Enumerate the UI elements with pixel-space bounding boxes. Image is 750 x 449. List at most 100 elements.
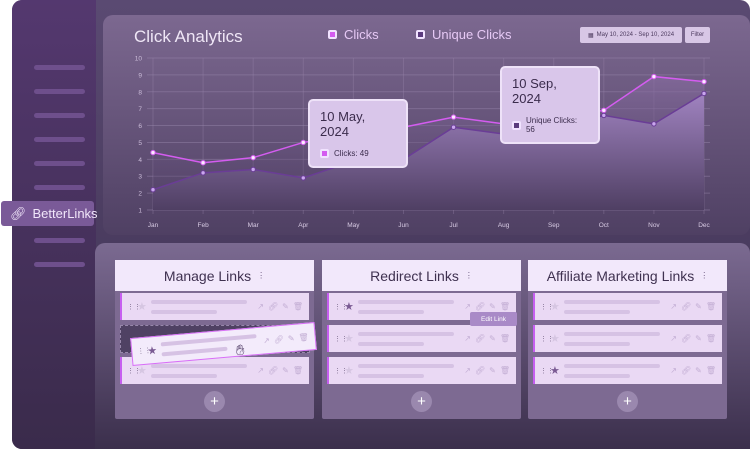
star-icon[interactable]: ★	[344, 333, 354, 345]
edit-icon[interactable]: ✎	[489, 366, 496, 375]
legend-unique-clicks[interactable]: Unique Clicks	[416, 27, 511, 42]
edit-icon[interactable]: ✎	[489, 302, 496, 311]
trash-icon[interactable]: 🗑︎	[292, 366, 303, 375]
external-link-icon[interactable]: ↗	[464, 366, 471, 375]
data-point[interactable]	[250, 154, 256, 161]
swatch	[512, 120, 521, 130]
star-icon[interactable]: ★	[344, 301, 354, 313]
copy-link-icon[interactable]: 🔗︎	[474, 366, 486, 375]
copy-link-icon[interactable]: 🔗︎	[680, 334, 692, 343]
star-icon[interactable]: ★	[550, 301, 560, 313]
sidebar-item[interactable]	[34, 238, 85, 243]
add-link-button[interactable]: +	[617, 391, 638, 412]
external-link-icon[interactable]: ↗	[257, 366, 264, 375]
sidebar-item[interactable]	[34, 161, 85, 166]
copy-link-icon[interactable]: 🔗︎	[474, 334, 486, 343]
data-point[interactable]	[300, 139, 306, 146]
trash-icon[interactable]: 🗑︎	[292, 302, 303, 311]
data-point[interactable]	[601, 112, 607, 119]
copy-link-icon[interactable]: 🔗︎	[680, 302, 692, 311]
data-point[interactable]	[651, 73, 657, 80]
copy-link-icon[interactable]: 🔗︎	[267, 366, 279, 375]
data-point[interactable]	[150, 149, 156, 156]
link-card[interactable]: ⋮⋮ ★ ↗ 🔗︎ ✎ 🗑︎	[533, 357, 722, 384]
y-tick-label: 3	[138, 174, 142, 181]
data-point[interactable]	[450, 124, 457, 130]
external-link-icon[interactable]: ↗	[257, 302, 264, 311]
edit-icon[interactable]: ✎	[695, 334, 702, 343]
copy-link-icon[interactable]: 🔗︎	[273, 334, 285, 345]
sidebar-item[interactable]	[34, 89, 85, 94]
data-point[interactable]	[250, 166, 256, 173]
copy-link-icon[interactable]: 🔗︎	[474, 302, 486, 311]
link-card[interactable]: ⋮⋮ ★ ↗ 🔗︎ ✎ 🗑︎	[533, 325, 722, 352]
data-point[interactable]	[150, 187, 156, 193]
drag-handle-icon[interactable]: ⋮⋮	[540, 303, 554, 311]
drag-handle-icon[interactable]: ⋮⋮	[127, 303, 141, 311]
edit-icon[interactable]: ✎	[489, 334, 496, 343]
sidebar-item[interactable]	[34, 113, 85, 118]
edit-icon[interactable]: ✎	[695, 366, 702, 375]
star-icon[interactable]: ★	[344, 365, 354, 377]
star-icon[interactable]: ★	[550, 333, 560, 345]
sidebar-item[interactable]	[34, 185, 85, 190]
trash-icon[interactable]: 🗑︎	[499, 334, 510, 343]
data-point[interactable]	[701, 78, 707, 85]
sidebar-item[interactable]	[34, 65, 85, 70]
y-tick-label: 8	[138, 89, 142, 96]
edit-icon[interactable]: ✎	[282, 302, 289, 311]
external-link-icon[interactable]: ↗	[670, 302, 677, 311]
star-icon[interactable]: ★	[137, 365, 147, 377]
date-range-picker[interactable]: ▦ May 10, 2024 - Sep 10, 2024	[580, 27, 682, 43]
external-link-icon[interactable]: ↗	[670, 334, 677, 343]
sidebar-item-betterlinks[interactable]: 🔗︎ BetterLinks	[1, 201, 98, 226]
trash-icon[interactable]: 🗑︎	[499, 302, 510, 311]
drag-handle-icon[interactable]: ⋮⋮	[334, 367, 348, 375]
data-point[interactable]	[450, 114, 457, 120]
external-link-icon[interactable]: ↗	[670, 366, 677, 375]
data-point[interactable]	[701, 90, 707, 97]
more-options-icon[interactable]: ⋮	[464, 271, 473, 280]
add-link-button[interactable]: +	[411, 391, 432, 412]
trash-icon[interactable]: 🗑︎	[705, 366, 716, 375]
link-card[interactable]: ⋮⋮ ★ ↗ 🔗︎ ✎ 🗑︎	[533, 293, 722, 320]
external-link-icon[interactable]: ↗	[262, 335, 271, 346]
data-point[interactable]	[200, 170, 206, 176]
link-card[interactable]: ⋮⋮ ★ ↗ 🔗︎ ✎ 🗑︎	[327, 357, 516, 384]
drag-handle-icon[interactable]: ⋮⋮	[540, 367, 554, 375]
board-column: Affiliate Marketing Links ⋮ ⋮⋮ ★ ↗ 🔗︎ ✎ 🗑︎ ⋮⋮ ★ ↗ 🔗…	[528, 260, 727, 419]
data-point[interactable]	[300, 175, 306, 181]
data-point[interactable]	[200, 160, 206, 166]
copy-link-icon[interactable]: 🔗︎	[267, 302, 279, 311]
star-icon[interactable]: ★	[146, 344, 158, 358]
external-link-icon[interactable]: ↗	[464, 334, 471, 343]
star-icon[interactable]: ★	[550, 365, 560, 377]
trash-icon[interactable]: 🗑︎	[499, 366, 510, 375]
star-icon[interactable]: ★	[137, 301, 147, 313]
link-card[interactable]: ⋮⋮ ★ ↗ 🔗︎ ✎ 🗑︎	[327, 325, 516, 352]
drag-handle-icon[interactable]: ⋮⋮	[334, 335, 348, 343]
add-link-button[interactable]: +	[204, 391, 225, 412]
external-link-icon[interactable]: ↗	[464, 302, 471, 311]
trash-icon[interactable]: 🗑︎	[298, 332, 310, 342]
link-card[interactable]: ⋮⋮ ★ ↗ 🔗︎ ✎ 🗑︎	[120, 293, 309, 320]
trash-icon[interactable]: 🗑︎	[705, 334, 716, 343]
edit-icon[interactable]: ✎	[695, 302, 702, 311]
drag-handle-icon[interactable]: ⋮⋮	[127, 367, 141, 375]
edit-icon[interactable]: ✎	[287, 333, 295, 343]
filter-button[interactable]: Filter	[685, 27, 710, 43]
trash-icon[interactable]: 🗑︎	[705, 302, 716, 311]
sidebar-item[interactable]	[34, 262, 85, 267]
legend-clicks[interactable]: Clicks	[328, 27, 379, 42]
data-point[interactable]	[651, 121, 657, 127]
edit-icon[interactable]: ✎	[282, 366, 289, 375]
more-options-icon[interactable]: ⋮	[700, 271, 709, 280]
drag-handle-icon[interactable]: ⋮⋮	[540, 335, 554, 343]
sidebar-item[interactable]	[34, 137, 85, 142]
more-options-icon[interactable]: ⋮	[257, 271, 266, 280]
column-header: Manage Links ⋮	[115, 260, 314, 291]
drag-handle-icon[interactable]: ⋮⋮	[137, 347, 152, 356]
data-point[interactable]	[601, 107, 607, 114]
copy-link-icon[interactable]: 🔗︎	[680, 366, 692, 375]
drag-handle-icon[interactable]: ⋮⋮	[334, 303, 348, 311]
